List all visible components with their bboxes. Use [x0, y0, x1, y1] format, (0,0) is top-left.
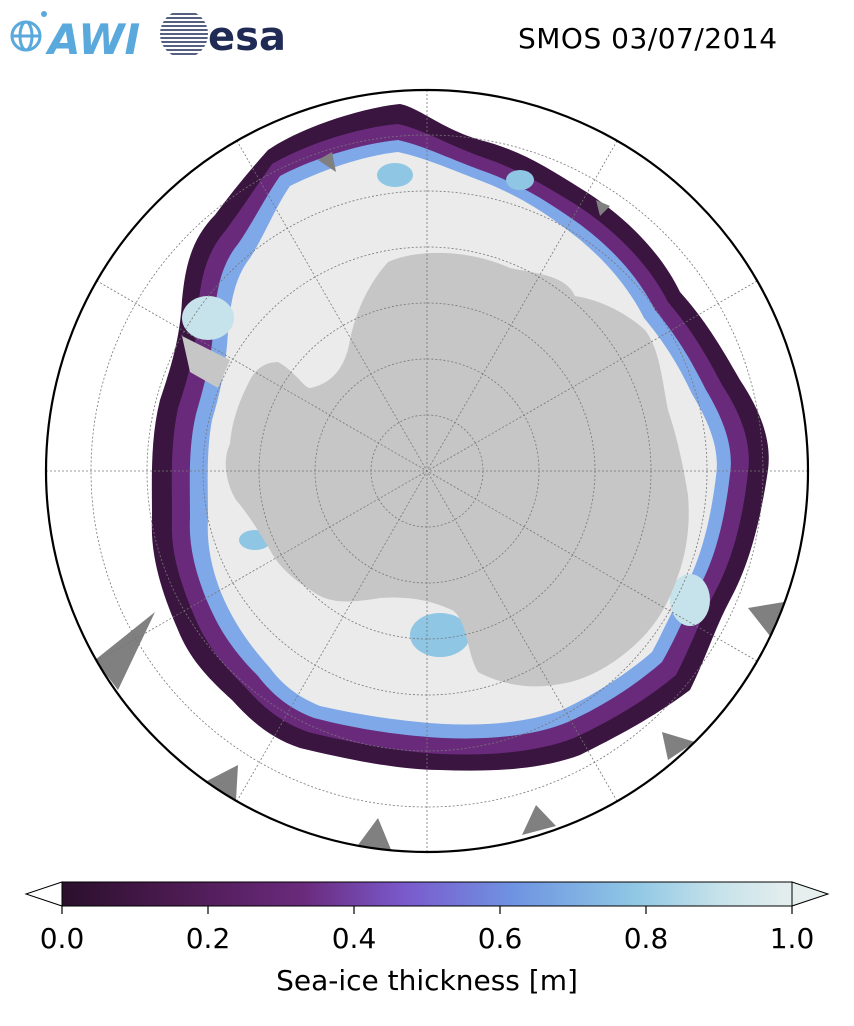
mask-patch: [522, 805, 556, 835]
colorbar-tick-label: 1.0: [769, 922, 815, 955]
mask-patch: [95, 612, 155, 690]
colorbar-extend-high: [791, 881, 830, 907]
esa-logo-text: esa: [208, 14, 286, 60]
ice-patch: [377, 163, 413, 187]
colorbar-tick-label: 0.2: [185, 922, 231, 955]
colorbar-tick-label: 0.0: [39, 922, 85, 955]
ice-patch: [182, 296, 234, 340]
esa-logo: esa: [160, 13, 286, 60]
colorbar-tick-label: 0.8: [623, 922, 669, 955]
colorbar-extend-low: [24, 881, 63, 907]
land-fragment: [596, 200, 610, 216]
land-fragment: [182, 336, 230, 388]
mask-patch: [662, 732, 695, 760]
map-title: SMOS 03/07/2014: [518, 22, 778, 55]
map-boundary: [44, 88, 810, 854]
ice-patch: [506, 170, 534, 190]
colorbar: [24, 881, 830, 914]
colorbar-gradient: [61, 881, 793, 907]
colorbar-tick-label: 0.6: [477, 922, 523, 955]
land-fragment: [318, 152, 336, 172]
awi-logo-text: AWI: [45, 15, 140, 62]
colorbar-label: Sea-ice thickness [m]: [276, 964, 578, 997]
mask-patch: [205, 765, 238, 800]
mask-patch: [358, 818, 392, 852]
sea-ice-map: [44, 88, 810, 854]
ice-patch: [670, 574, 710, 626]
awi-logo: AWI: [10, 11, 140, 62]
antarctica-land: [225, 252, 689, 687]
colorbar-tick-label: 0.4: [331, 922, 377, 955]
graticule: [46, 90, 808, 852]
mask-patch: [748, 602, 784, 636]
ice-patch: [410, 613, 470, 657]
